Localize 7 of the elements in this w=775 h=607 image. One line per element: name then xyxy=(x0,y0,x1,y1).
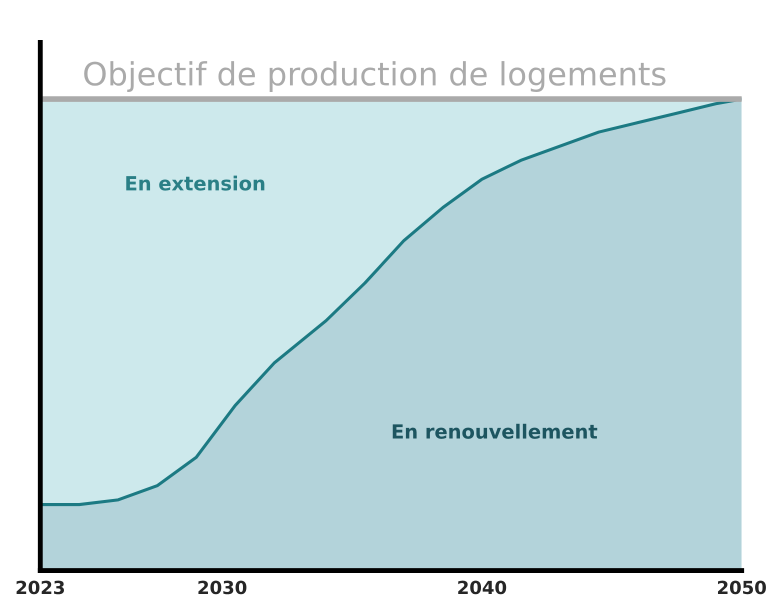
x-tick-label: 2040 xyxy=(458,580,506,594)
series-label: En renouvellement xyxy=(392,424,598,439)
x-tick-label: 2050 xyxy=(718,580,766,594)
x-tick-label: 2023 xyxy=(16,580,64,594)
series-label: En extension xyxy=(126,176,264,191)
ref-line-label: Objectif de production de logements xyxy=(84,61,666,92)
x-tick-label: 2030 xyxy=(198,580,246,594)
